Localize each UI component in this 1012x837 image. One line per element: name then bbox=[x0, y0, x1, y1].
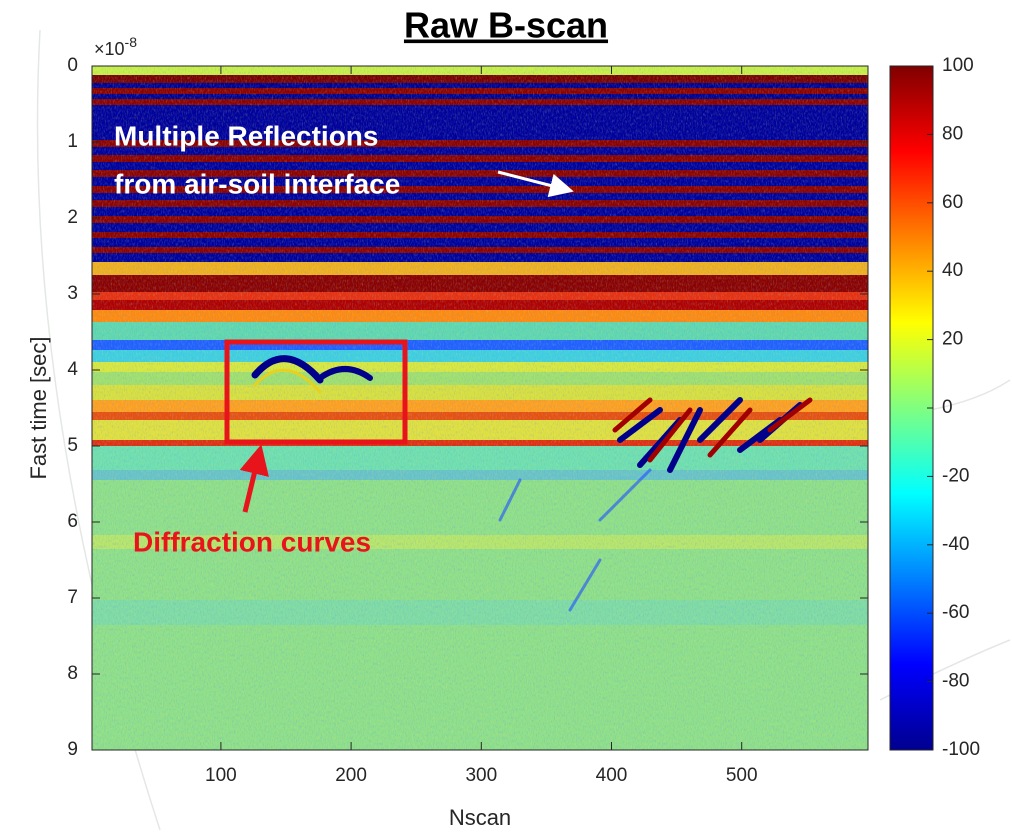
x-tick-label: 100 bbox=[205, 765, 237, 786]
colorbar-tick-label: 80 bbox=[942, 123, 963, 144]
y-scale-exponent: -8 bbox=[125, 34, 138, 50]
axes-box bbox=[91, 65, 869, 751]
colorbar-tick-label: 60 bbox=[942, 192, 963, 213]
x-tick-label: 500 bbox=[726, 765, 758, 786]
x-tick-label: 400 bbox=[596, 765, 628, 786]
y-scale-label: ×10-8 bbox=[94, 34, 137, 59]
chart-title: Raw B-scan bbox=[404, 5, 608, 46]
y-tick-label: 7 bbox=[67, 587, 78, 608]
annotation: Multiple Reflections bbox=[114, 120, 378, 151]
colorbar-tick-label: -40 bbox=[942, 534, 969, 555]
x-tick-label: 300 bbox=[465, 765, 497, 786]
y-tick-label: 3 bbox=[67, 283, 78, 304]
colorbar-tick-label: 20 bbox=[942, 329, 963, 350]
y-tick-label: 8 bbox=[67, 663, 78, 684]
colorbar-tick-label: 40 bbox=[942, 260, 963, 281]
y-tick-label: 1 bbox=[67, 131, 78, 152]
colorbar-tick-label: 0 bbox=[942, 397, 953, 418]
annotation-arrow bbox=[239, 444, 269, 513]
x-tick-label: 200 bbox=[335, 765, 367, 786]
y-tick-label: 2 bbox=[67, 207, 78, 228]
colorbar-tick-label: -100 bbox=[942, 739, 980, 760]
annotation: Diffraction curves bbox=[133, 526, 371, 557]
colorbar-tick-label: -80 bbox=[942, 671, 969, 692]
y-tick-label: 5 bbox=[67, 435, 78, 456]
colorbar-tick-label: -20 bbox=[942, 465, 969, 486]
b-scan-image bbox=[92, 66, 868, 750]
colorbar-tick-label: -60 bbox=[942, 602, 969, 623]
y-tick-label: 0 bbox=[67, 55, 78, 76]
highlight-box bbox=[224, 339, 408, 445]
y-tick-label: 4 bbox=[67, 359, 78, 380]
annotation-arrow bbox=[497, 170, 574, 198]
colorbar bbox=[889, 65, 934, 751]
y-tick-label: 6 bbox=[67, 511, 78, 532]
y-tick-label: 9 bbox=[67, 739, 78, 760]
y-axis-label: Fast time [sec] bbox=[26, 336, 51, 479]
x-axis-label: Nscan bbox=[449, 805, 511, 830]
colorbar-tick-label: 100 bbox=[942, 55, 974, 76]
y-scale-base: ×10 bbox=[94, 39, 125, 59]
annotation: from air-soil interface bbox=[114, 168, 400, 199]
